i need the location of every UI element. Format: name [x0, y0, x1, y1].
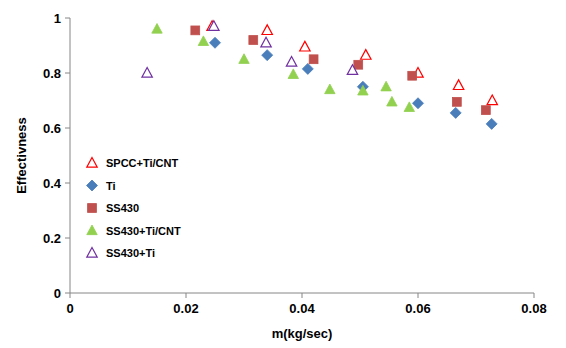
point	[404, 102, 414, 112]
point	[209, 21, 219, 31]
point	[300, 41, 310, 51]
point	[481, 106, 490, 115]
y-tick-label: 0.6	[43, 121, 61, 136]
y-tick	[65, 73, 70, 74]
point	[152, 24, 162, 34]
legend-label: Ti	[106, 180, 116, 192]
y-tick-label: 1	[54, 11, 61, 26]
background	[0, 0, 566, 348]
x-tick	[418, 293, 419, 298]
x-tick-label: 0.04	[289, 301, 315, 316]
y-tick-label: 0.4	[43, 176, 62, 191]
legend-label: SPCC+Ti/CNT	[106, 157, 179, 169]
point	[198, 36, 208, 46]
legend-marker	[87, 225, 97, 235]
y-tick-label: 0.2	[43, 231, 61, 246]
y-tick	[65, 293, 70, 294]
point	[413, 98, 424, 109]
point	[262, 50, 273, 61]
x-tick	[534, 293, 535, 298]
point	[450, 107, 461, 118]
point	[239, 54, 249, 64]
y-tick	[65, 128, 70, 129]
point	[387, 96, 397, 106]
point	[302, 63, 313, 74]
x-tick-label: 0.08	[521, 301, 546, 316]
point	[361, 50, 371, 60]
point	[325, 84, 335, 94]
points	[142, 21, 498, 130]
y-tick-label: 0.8	[43, 66, 61, 81]
x-tick-label: 0	[66, 301, 73, 316]
point	[453, 80, 463, 90]
y-axis-line	[70, 18, 71, 293]
point	[288, 69, 298, 79]
point	[381, 81, 391, 91]
point	[487, 95, 497, 105]
point	[262, 25, 272, 35]
point	[261, 37, 271, 47]
legend-label: SS430+Ti	[106, 247, 155, 259]
x-tick-label: 0.06	[405, 301, 430, 316]
point	[286, 57, 296, 67]
y-axis-label: Effectivness	[14, 117, 29, 194]
point	[354, 60, 363, 69]
point	[452, 97, 461, 106]
point	[142, 68, 152, 78]
point	[249, 36, 258, 45]
point	[408, 71, 417, 80]
chart: 0 0.2 0.4 0.6 0.8 1 0 0.02 0.04 0.06 0.08 m(kg/sec)…	[0, 0, 566, 348]
point	[486, 118, 497, 129]
y-tick	[65, 183, 70, 184]
legend-marker	[88, 204, 97, 213]
legend: SPCC+Ti/CNT Ti SS430 SS430+Ti/CNT SS430+Ti	[87, 157, 181, 259]
point	[309, 55, 318, 64]
x-tick	[302, 293, 303, 298]
legend-marker	[87, 158, 97, 168]
x-tick	[70, 293, 71, 298]
legend-label: SS430+Ti/CNT	[106, 225, 181, 237]
y-tick-label: 0	[54, 286, 61, 301]
legend-label: SS430	[106, 202, 139, 214]
point	[191, 26, 200, 35]
x-tick-label: 0.02	[173, 301, 198, 316]
legend-marker	[87, 180, 98, 191]
y-tick	[65, 18, 70, 19]
point	[210, 37, 221, 48]
point	[347, 65, 357, 75]
point	[358, 85, 368, 95]
x-axis-label: m(kg/sec)	[272, 326, 333, 341]
legend-marker	[87, 248, 97, 258]
y-tick	[65, 238, 70, 239]
x-tick	[186, 293, 187, 298]
